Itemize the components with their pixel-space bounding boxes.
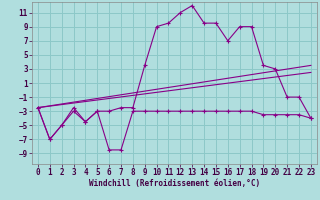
X-axis label: Windchill (Refroidissement éolien,°C): Windchill (Refroidissement éolien,°C): [89, 179, 260, 188]
